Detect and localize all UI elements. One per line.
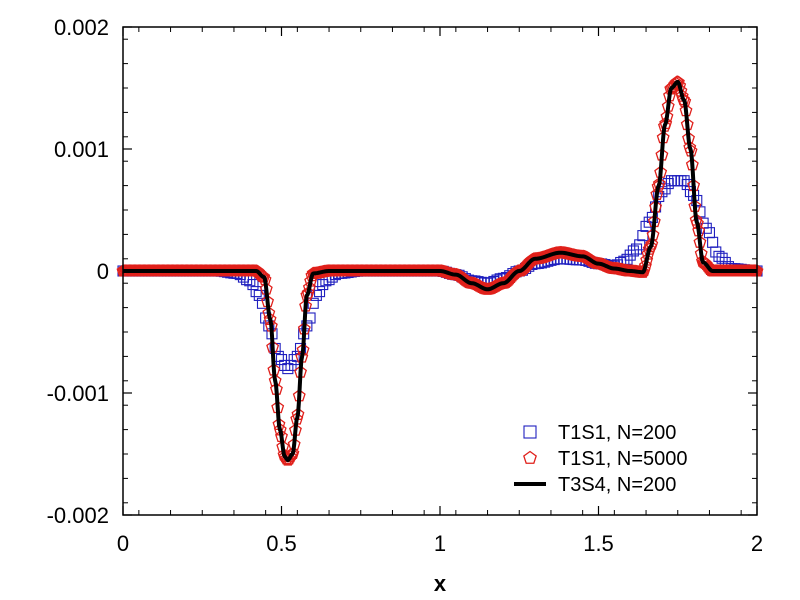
x-tick-label: 1 <box>434 531 446 556</box>
series-point-t1s1-n200 <box>710 246 722 258</box>
legend-label-t3s4-n200: T3S4, N=200 <box>558 474 676 496</box>
series-point-t1s1-n200 <box>672 175 684 187</box>
series-point-t1s1-n5000 <box>645 237 659 250</box>
x-tick-label: 1.5 <box>583 531 614 556</box>
series-point-t1s1-n200 <box>250 286 262 298</box>
series-point-t1s1-n200 <box>279 359 291 371</box>
plot-area <box>116 75 764 466</box>
y-tick-label: -0.001 <box>47 381 109 406</box>
series-point-t1s1-n5000 <box>637 263 651 276</box>
y-tick-label: -0.002 <box>47 503 109 528</box>
series-point-t1s1-n200 <box>630 243 643 255</box>
series-point-t1s1-n200 <box>282 363 294 375</box>
y-tick-label: 0 <box>97 259 109 284</box>
legend-label-t1s1-n200: T1S1, N=200 <box>558 422 676 444</box>
series-point-t1s1-n200 <box>637 230 649 242</box>
series-point-t1s1-n200 <box>307 297 319 309</box>
series-point-t1s1-n200 <box>288 354 300 366</box>
series-point-t1s1-n200 <box>675 175 687 187</box>
x-tick-label: 0 <box>117 531 129 556</box>
y-tick-label: 0.002 <box>54 15 109 40</box>
series-point-t1s1-n200 <box>713 250 725 262</box>
series-point-t1s1-n200 <box>285 359 297 371</box>
x-axis-label: x <box>434 571 447 596</box>
series-point-t1s1-n200 <box>703 227 716 239</box>
series-point-t1s1-n200 <box>627 245 639 257</box>
legend-marker-t1s1-n5000 <box>523 450 537 464</box>
series-point-t1s1-n5000 <box>286 446 300 460</box>
legend-label-t1s1-n5000: T1S1, N=5000 <box>558 448 688 470</box>
series-point-t1s1-n200 <box>716 252 728 264</box>
series-point-t1s1-n200 <box>678 175 690 187</box>
series-point-t1s1-n200 <box>624 249 636 261</box>
series-point-t1s1-n200 <box>275 354 288 366</box>
series-point-t1s1-n200 <box>247 279 259 291</box>
series-point-t1s1-n200 <box>294 342 307 355</box>
series-point-t1s1-n200 <box>669 175 681 187</box>
series-line-t3s4-n200 <box>121 79 759 463</box>
axis-ticks: 0 0.5 1 1.5 2 -0.002 -0.001 0 0.001 0.002 <box>47 15 764 556</box>
legend-marker-t1s1-n200 <box>523 425 537 439</box>
series-point-t1s1-n200 <box>707 236 719 248</box>
y-tick-label: 0.001 <box>54 137 109 162</box>
series-point-t1s1-n200 <box>301 320 313 332</box>
x-tick-label: 2 <box>751 531 763 556</box>
legend: T1S1, N=200 T1S1, N=5000 T3S4, N=200 <box>514 422 688 496</box>
x-tick-label: 0.5 <box>266 531 297 556</box>
series-point-t1s1-n200 <box>313 286 326 298</box>
series-point-t1s1-n200 <box>253 289 265 301</box>
